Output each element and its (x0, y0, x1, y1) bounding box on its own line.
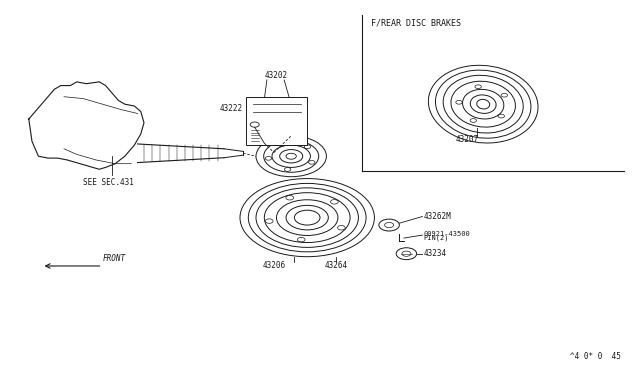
Text: SEE SEC.431: SEE SEC.431 (83, 178, 134, 187)
Text: 43202: 43202 (265, 71, 288, 80)
Text: 43262M: 43262M (424, 212, 451, 221)
Bar (246, 97, 307, 145)
Text: 43264: 43264 (324, 262, 348, 270)
Text: ^4 0* 0  45: ^4 0* 0 45 (570, 352, 621, 361)
Text: 43206: 43206 (262, 262, 285, 270)
Text: 00921-43500: 00921-43500 (424, 231, 470, 237)
Text: FRONT: FRONT (102, 254, 125, 263)
Text: PIN(2): PIN(2) (424, 235, 449, 241)
Text: 43222: 43222 (220, 104, 243, 113)
Text: 43207: 43207 (456, 135, 479, 144)
Text: 43234: 43234 (424, 249, 447, 258)
Text: F/REAR DISC BRAKES: F/REAR DISC BRAKES (371, 19, 461, 28)
